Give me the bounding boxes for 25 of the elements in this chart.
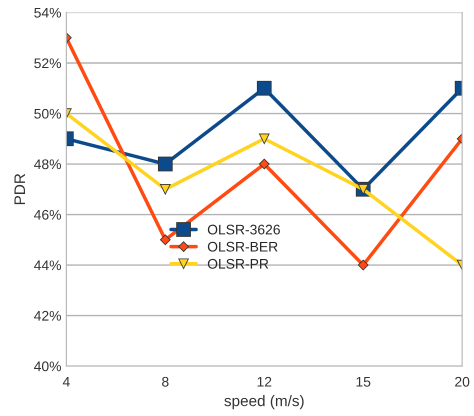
x-tick-label: 12 [258, 376, 272, 387]
x-tick-label: 15 [356, 377, 370, 387]
point [160, 234, 171, 246]
y-tick-label: 54% [34, 8, 62, 18]
x-tick-label: 8 [162, 376, 169, 387]
y-tick-label: 48% [34, 159, 62, 170]
point [160, 184, 171, 195]
y-tick-label: 52% [34, 58, 62, 68]
point [258, 158, 270, 170]
x-axis-title: speed (m/s) [224, 395, 304, 410]
point [258, 133, 270, 144]
y-tick-label: 50% [34, 108, 62, 119]
legend-label: OLSR-PR [208, 258, 268, 269]
y-tick-label: 40% [34, 361, 62, 372]
y-tick-label: 46% [34, 210, 62, 220]
point [158, 156, 173, 172]
x-tick-label: 4 [62, 377, 70, 387]
point [256, 80, 272, 96]
legend-label: OLSR-3626 [208, 224, 280, 235]
point [358, 260, 369, 270]
y-tick-label: 44% [34, 260, 62, 270]
x-tick-label: 20 [455, 376, 470, 387]
legend-label: OLSR-BER [208, 242, 278, 252]
y-axis-title: PDR [14, 174, 25, 204]
y-tick-label: 42% [34, 310, 62, 321]
